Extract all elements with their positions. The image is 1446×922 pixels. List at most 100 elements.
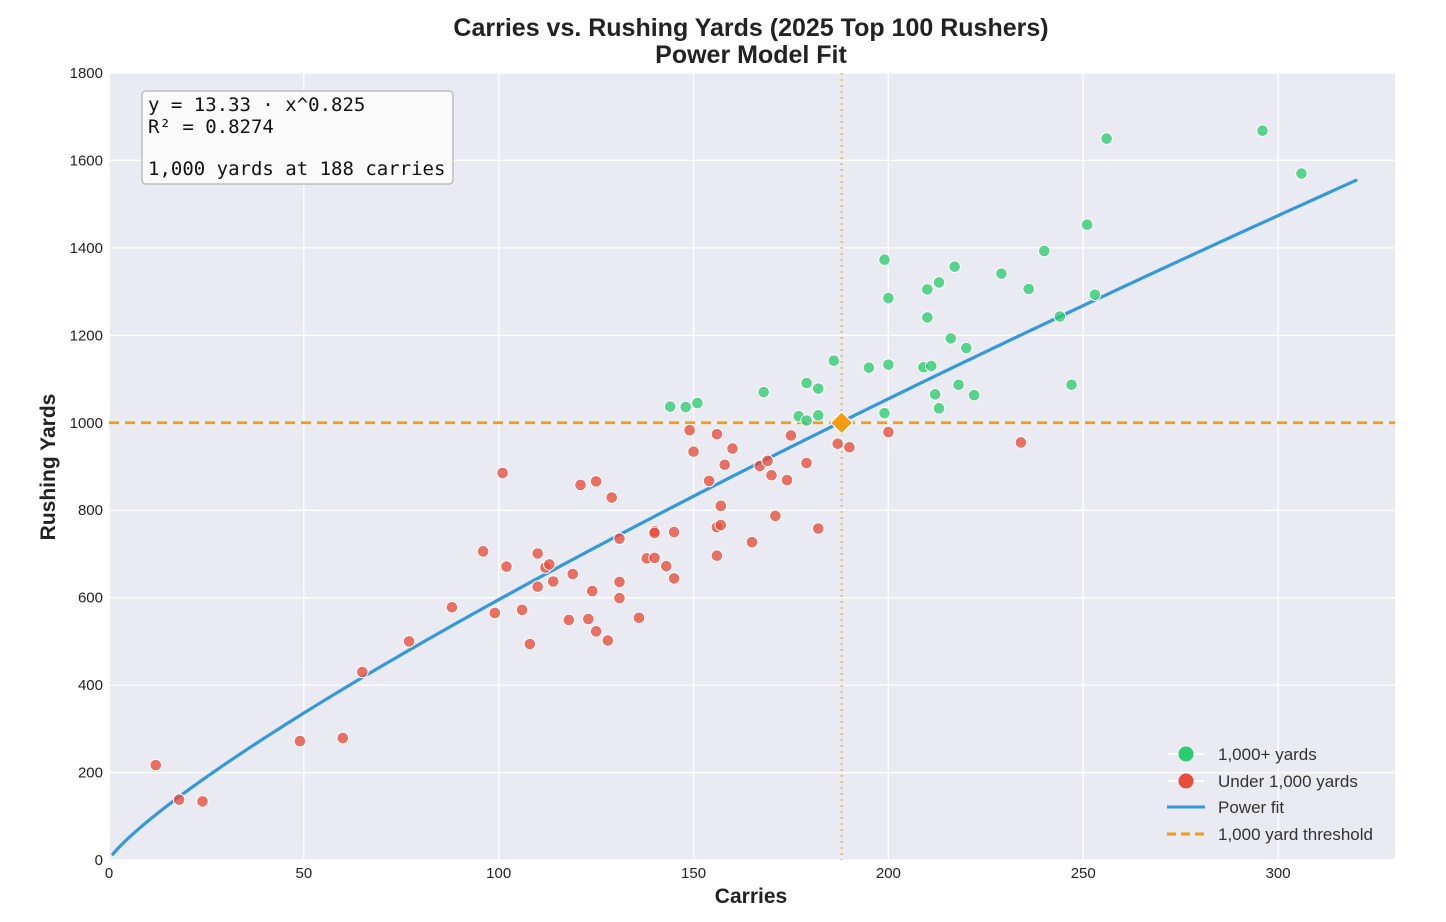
fit-curve [111,178,1358,856]
y-tick-label: 1400 [70,240,103,257]
legend-item-fit: Power fit [1167,798,1284,817]
y-tick-label: 1800 [70,65,103,82]
data-point-above [1256,124,1269,138]
data-point-below [632,611,646,625]
annotation-frame [141,90,454,185]
data-point-above [1037,244,1051,258]
data-point-below [780,473,794,487]
data-point-below [172,793,186,806]
x-tick-label: 0 [105,865,113,882]
data-point-below [843,440,856,454]
data-point-below [648,526,661,540]
legend-item-below: Under 1,000 yards [1168,772,1358,791]
data-point-above [862,361,876,374]
data-point-above [932,402,946,415]
data-point-below [515,603,529,617]
legend-label-below: Under 1,000 yards [1218,772,1358,791]
data-point-above [924,359,938,373]
legend-item-threshold: 1,000 yard threshold [1167,825,1373,844]
data-point-above [1295,167,1308,180]
data-point-below [687,445,700,458]
legend-swatch-above [1178,746,1194,762]
data-point-below [500,560,513,573]
data-point-below [613,575,626,589]
data-point-above [691,396,704,410]
legend-swatch-below [1178,773,1194,789]
data-point-above [663,400,677,413]
tick-labels: 0 50 100 150 200 250 300 0 200 400 600 800 1000 1200 1… [70,65,1291,882]
data-point-above [932,276,946,289]
data-point-below [811,522,825,535]
data-point-below [293,734,307,748]
data-points [149,124,1308,808]
threshold-marker-group [829,410,854,435]
fit-curve-group [111,178,1358,856]
data-point-below [402,635,416,648]
y-axis-label: Rushing Yards [37,394,60,541]
data-point-above [882,358,895,371]
data-point-above [1022,282,1035,296]
chart-subtitle: Power Model Fit [655,41,847,69]
data-point-above [995,267,1008,280]
data-point-above [928,388,942,401]
x-tick-label: 100 [486,865,511,882]
data-point-below [761,454,774,468]
data-point-below [710,427,724,441]
y-tick-label: 0 [95,852,103,869]
data-point-below [667,572,681,585]
data-point-above [921,311,934,324]
data-point-below [336,731,350,745]
data-point-above [811,382,825,395]
data-point-above [1065,378,1078,392]
data-point-below [543,558,556,571]
data-point-above [1053,310,1067,323]
data-point-below [714,499,728,513]
data-point-below [683,423,696,437]
data-point-below [659,559,673,573]
legend-label-above: 1,000+ yards [1218,745,1317,764]
threshold-marker [829,410,854,435]
x-tick-label: 150 [681,865,706,882]
data-point-below [745,535,759,549]
grid [108,72,1395,861]
data-point-below [488,606,502,620]
data-point-above [1080,218,1094,232]
data-point-above [921,283,934,296]
data-point-above [679,400,693,414]
data-point-below [566,567,580,581]
data-point-below [613,532,626,545]
annotation-equation: y = 13.33 · x^0.825 [148,94,365,116]
data-point-above [1088,288,1102,301]
x-axis-label: Carries [715,885,787,908]
x-tick-label: 200 [876,865,901,882]
data-point-above [800,376,813,390]
data-point-below [356,665,369,679]
data-point-below [769,509,782,523]
fit-annotation: y = 13.33 · x^0.825 R² = 0.8274 1,000 ya… [141,90,454,185]
y-tick-label: 1000 [70,415,103,432]
data-point-below [726,442,739,455]
data-point-below [882,425,895,439]
x-tick-label: 250 [1071,865,1096,882]
data-point-above [878,253,891,266]
data-point-below [765,468,778,482]
data-point-below [589,475,603,488]
data-point-above [811,409,825,422]
data-point-above [1100,132,1113,145]
data-point-below [601,634,615,647]
legend: 1,000+ yards Under 1,000 yards Power fit… [1167,745,1373,844]
data-point-below [562,613,576,627]
data-point-below [800,456,813,470]
data-point-above [757,385,770,399]
data-point-below [445,600,459,614]
data-point-above [967,388,981,402]
data-point-below [523,637,537,651]
data-point-above [948,260,961,273]
y-tick-label: 400 [78,677,103,694]
data-point-below [1014,436,1028,449]
data-point-above [800,414,813,427]
data-point-below [648,551,661,565]
data-point-below [714,518,728,532]
